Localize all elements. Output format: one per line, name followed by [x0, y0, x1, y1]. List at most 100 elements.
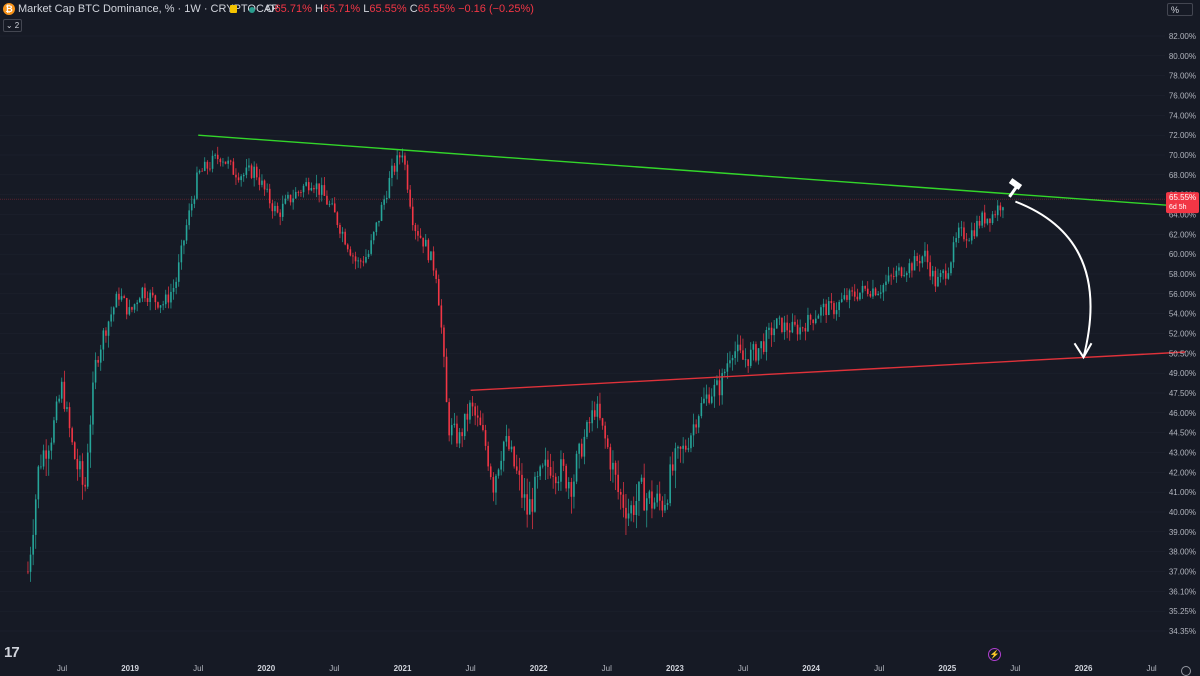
- candle-body: [573, 481, 575, 497]
- candle-body: [162, 304, 164, 306]
- candle-body: [417, 231, 419, 236]
- candle-body: [211, 155, 214, 169]
- candle-body: [674, 448, 677, 471]
- candle-body: [682, 445, 684, 449]
- candle-body: [788, 330, 791, 333]
- indicators-toggle-button[interactable]: ⌄ 2: [3, 19, 22, 32]
- candle-body: [677, 446, 679, 449]
- candle-body: [861, 285, 864, 293]
- time-axis[interactable]: Jul 2019 Jul 2020 Jul 2021 Jul 2022 Jul 2023 Jul 20…: [57, 664, 1157, 673]
- y-tick-label: 42.00%: [1169, 468, 1196, 477]
- candle-body: [248, 165, 250, 168]
- candle-body: [198, 170, 201, 173]
- bar-countdown: 6d 5h: [1169, 204, 1187, 211]
- candle-body: [81, 461, 84, 485]
- candle-body: [391, 165, 393, 178]
- candle-body: [801, 327, 804, 329]
- candle-body: [224, 161, 227, 164]
- candle-body: [580, 443, 583, 457]
- candle-body: [427, 239, 430, 261]
- candle-body: [661, 500, 664, 511]
- y-tick-label: 37.00%: [1169, 568, 1196, 577]
- y-tick-label: 49.00%: [1169, 369, 1196, 378]
- symbol-title[interactable]: Market Cap BTC Dominance, % · 1W · CRYPT…: [18, 3, 279, 15]
- candle-body: [66, 407, 68, 409]
- candle-body: [175, 281, 177, 288]
- candle-body: [125, 298, 128, 315]
- candle-body: [830, 301, 833, 304]
- flag-icon[interactable]: [230, 5, 237, 13]
- candle-body: [630, 505, 632, 514]
- candle-body: [510, 446, 513, 450]
- price-axis[interactable]: 82.00% 80.00% 78.00% 76.00% 74.00% 72.00% 70.0…: [1169, 32, 1196, 636]
- candle-body: [68, 407, 71, 429]
- candle-body: [388, 177, 391, 198]
- candle-body: [638, 481, 640, 501]
- candle-body: [385, 197, 388, 200]
- candle-body: [955, 238, 957, 243]
- legend-bar: ₿ Market Cap BTC Dominance, % · 1W · CRY…: [0, 0, 1160, 18]
- candle-body: [700, 402, 703, 417]
- candle-body: [60, 381, 63, 399]
- candle-body: [281, 203, 284, 217]
- candle-body: [937, 276, 939, 287]
- candle-body: [515, 466, 518, 471]
- lightning-icon[interactable]: ⚡: [988, 648, 1001, 661]
- projection-arrow[interactable]: [1015, 200, 1092, 358]
- candle-body: [970, 230, 973, 241]
- candle-body: [887, 275, 890, 282]
- candle-body: [138, 298, 141, 303]
- candle-body: [146, 298, 149, 303]
- candle-body: [612, 462, 614, 470]
- candle-body: [294, 191, 297, 199]
- candle-body: [908, 263, 911, 274]
- tradingview-logo[interactable]: 17: [4, 644, 20, 661]
- candle-body: [203, 161, 206, 171]
- hammer-icon: [1008, 178, 1023, 198]
- candle-body: [352, 255, 354, 257]
- candle-body: [604, 425, 606, 439]
- candle-body: [619, 492, 622, 495]
- support-trendline[interactable]: [470, 351, 1186, 392]
- projection-arrow-head: [1073, 342, 1093, 360]
- candle-body: [947, 273, 950, 279]
- candle-body: [778, 317, 781, 319]
- candle-body: [432, 251, 435, 271]
- candle-body: [786, 322, 788, 331]
- candle-body: [40, 466, 42, 468]
- open-key: O: [266, 3, 275, 15]
- resistance-trendline[interactable]: [198, 134, 1186, 208]
- candle-body: [437, 278, 440, 306]
- candle-body: [89, 424, 92, 453]
- y-tick-label: 74.00%: [1169, 111, 1196, 120]
- candle-body: [591, 410, 593, 424]
- candle-body: [734, 351, 736, 358]
- candle-body: [365, 256, 367, 263]
- candle-body: [94, 359, 97, 383]
- y-tick-label: 40.00%: [1169, 508, 1196, 517]
- candle-body: [500, 460, 502, 470]
- x-tick-label: Jul: [193, 664, 203, 673]
- candle-body: [344, 231, 346, 245]
- candle-body: [53, 420, 55, 443]
- candle-body: [209, 168, 211, 170]
- candle-body: [27, 571, 29, 573]
- candle-body: [757, 348, 760, 361]
- candle-body: [843, 295, 846, 300]
- candle-body: [229, 160, 232, 162]
- settings-icon[interactable]: [1181, 666, 1191, 676]
- candle-body: [913, 256, 916, 271]
- candle-body: [172, 287, 175, 292]
- candle-body: [809, 314, 812, 320]
- candles: [27, 146, 1004, 582]
- candle-body: [729, 360, 731, 364]
- candle-body: [570, 481, 573, 497]
- candle-body: [232, 161, 235, 175]
- candle-body: [482, 424, 484, 431]
- candle-body: [245, 167, 248, 175]
- candle-body: [903, 275, 905, 277]
- candle-body: [250, 165, 253, 178]
- candle-body: [840, 299, 843, 302]
- price-unit-box[interactable]: %: [1167, 3, 1193, 16]
